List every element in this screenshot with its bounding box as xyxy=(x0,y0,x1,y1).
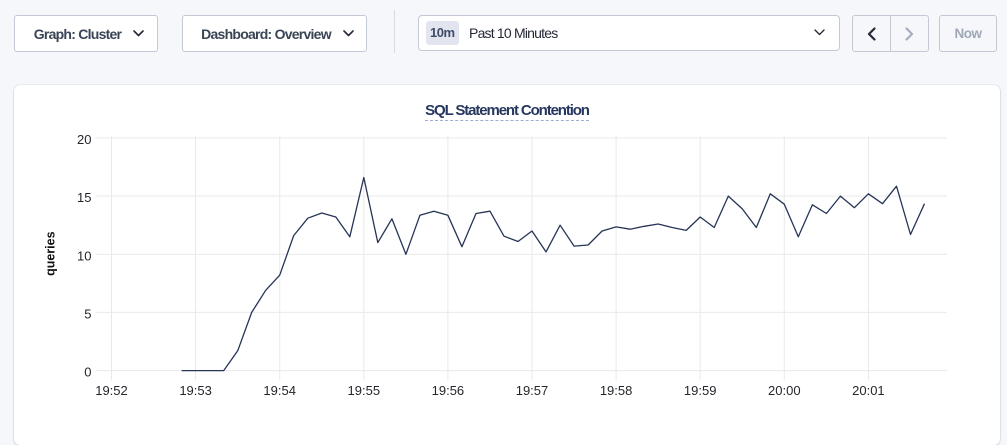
svg-text:19:55: 19:55 xyxy=(348,383,381,398)
svg-text:19:58: 19:58 xyxy=(600,383,633,398)
svg-text:20:00: 20:00 xyxy=(768,383,801,398)
svg-text:19:54: 19:54 xyxy=(263,383,296,398)
svg-text:20: 20 xyxy=(77,132,91,147)
svg-text:10: 10 xyxy=(77,248,91,263)
svg-text:19:59: 19:59 xyxy=(684,383,717,398)
svg-text:queries: queries xyxy=(44,231,58,276)
svg-text:19:52: 19:52 xyxy=(95,383,128,398)
svg-text:5: 5 xyxy=(84,306,91,321)
svg-text:19:56: 19:56 xyxy=(432,383,465,398)
svg-text:15: 15 xyxy=(77,190,91,205)
svg-text:19:57: 19:57 xyxy=(516,383,549,398)
svg-text:0: 0 xyxy=(84,365,91,380)
svg-text:20:01: 20:01 xyxy=(852,383,885,398)
svg-text:19:53: 19:53 xyxy=(179,383,212,398)
